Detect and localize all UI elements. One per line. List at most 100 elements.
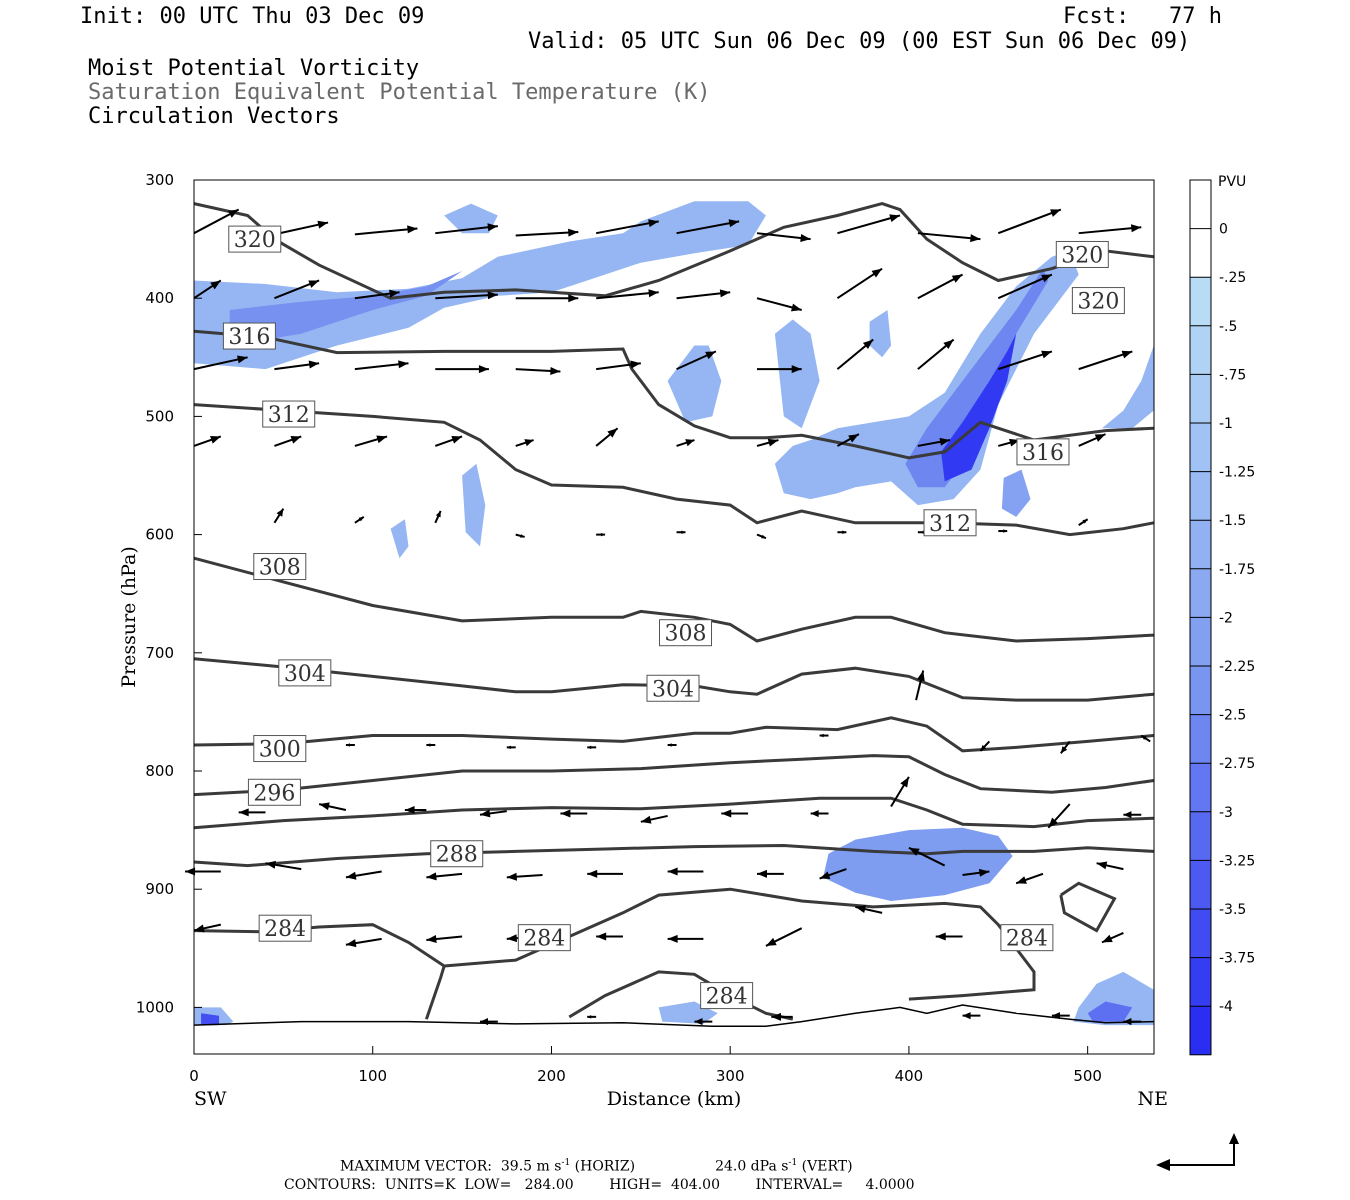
colorbar-bin [1190,423,1211,472]
reference-vector-icon [1156,1133,1239,1171]
contour-label: 320 [234,228,276,253]
colorbar-title: PVU [1218,174,1246,190]
colorbar-bin [1190,909,1211,958]
circulation-vector [676,530,686,535]
circulation-vector [837,530,847,535]
colorbar-label: -.25 [1219,270,1246,286]
circulation-vector [915,670,925,701]
circulation-vector [426,872,463,881]
x-tick-label: 0 [189,1067,199,1085]
circulation-vector [354,225,418,236]
colorbar-bin [1190,714,1211,764]
circulation-vector [819,733,829,738]
pv-shaded-region [941,333,1017,482]
circulation-vector [756,438,779,447]
circulation-vector [640,814,668,824]
pv-shaded-region [1087,1001,1133,1022]
circulation-vector [185,867,221,876]
contour-label: 320 [1061,243,1103,268]
circulation-vector [238,808,266,817]
circulation-vector [506,872,543,881]
vert-tag: (VERT) [797,1158,853,1175]
max-vector-line: MAXIMUM VECTOR: 39.5 m s-1 (HORIZ) 24.0 d… [340,1158,853,1175]
pv-shaded-region [823,827,1013,901]
circulation-vector [354,516,365,524]
colorbar-bin [1190,811,1211,861]
theta-contour-316 [193,329,1154,460]
circulation-vector [837,214,901,235]
contour-label-box [646,674,700,702]
circulation-vector [917,437,951,447]
theta-contour-292 [193,796,1154,830]
contour-label-box [659,619,713,647]
contour-label-box [253,553,307,581]
circulation-vector [560,809,588,818]
colorbar-label: -2 [1219,610,1233,626]
circulation-vector [596,289,659,300]
pv-shaded-region [869,310,892,358]
circulation-vector [721,809,749,818]
circulation-vector [426,935,463,944]
colorbar-label: -1.75 [1219,562,1255,578]
x-tick-label: 200 [537,1067,566,1085]
colorbar-label: -4 [1219,999,1233,1015]
circulation-vector [426,743,436,747]
circulation-vector [193,355,248,371]
circulation-vector [515,439,534,447]
circulation-vector [273,508,285,524]
theta-contour-284 [568,970,794,1021]
field-title-theta: Saturation Equivalent Potential Temperat… [88,80,711,105]
colorbar-label: 0 [1219,222,1228,238]
circulation-vector [1096,861,1124,871]
circulation-vector [836,338,874,370]
contour-label-box [278,659,332,687]
colorbar-bin [1190,957,1211,1007]
contour-label-box [258,914,312,942]
colorbar-bin [1190,763,1211,812]
max-vector-horiz: MAXIMUM VECTOR: 39.5 m s [340,1158,562,1175]
colorbar-bin [1190,568,1211,618]
colorbar-bin [1190,277,1211,326]
circulation-vector [676,219,740,235]
circulation-vector [515,294,579,303]
unit-exponent: -1 [561,1158,571,1168]
colorbar-label: -3 [1219,805,1233,821]
plot-frame [193,179,1155,1055]
pv-shaded-region [462,463,486,547]
y-tick-label: 400 [145,289,174,307]
contour-label: 284 [1006,927,1048,952]
circulation-vector [756,533,767,540]
circulation-vector [318,802,347,811]
colorbar-label: -.75 [1219,367,1246,383]
circulation-vector [193,435,222,447]
contour-label-layer: 320 320 320 316 316 312 312 308 308 304 304 300 296 2… [222,225,1125,1010]
circulation-vector [1015,872,1044,885]
colorbar-label: -1.25 [1219,465,1255,481]
pv-shaded-region [667,345,722,423]
horiz-tag: (HORIZ) [570,1158,636,1175]
contour-label: 316 [228,325,270,350]
circulation-vector [855,905,883,914]
init-time: Init: 00 UTC Thu 03 Dec 09 [80,4,425,29]
contour-label: 284 [523,927,565,952]
colorbar-label: -2.75 [1219,756,1255,772]
contour-label-box [430,840,484,868]
contour-label-box [1071,287,1125,315]
circulation-vector [917,273,964,300]
contour-label: 304 [652,677,694,702]
theta-contour-284 [444,887,1036,1001]
circulation-vector [274,360,320,371]
contour-label-box [247,778,301,806]
circulation-vector [1078,433,1106,447]
colorbar-bin [1190,325,1211,375]
circulation-vector [587,1015,597,1019]
pv-shading-layer [194,201,1154,1026]
circulation-vector [1051,1012,1070,1020]
pv-shaded-region [1102,345,1154,429]
colorbar-bin [1190,520,1211,569]
colorbar-bin [1190,1006,1211,1055]
circulation-vector [694,1018,713,1026]
contour-label: 284 [706,985,748,1010]
circulation-vector [771,1012,793,1021]
circulation-vector [667,934,704,943]
